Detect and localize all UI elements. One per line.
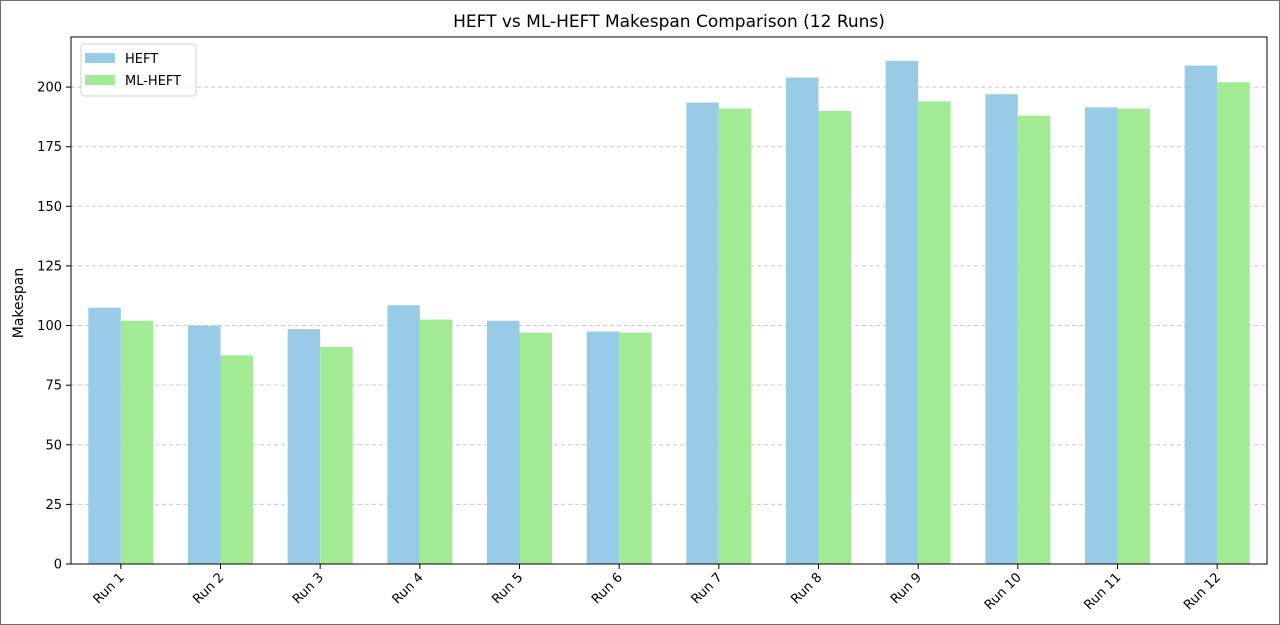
bar-ml-heft bbox=[519, 332, 552, 564]
bar-ml-heft bbox=[419, 319, 453, 564]
y-tick-label: 200 bbox=[37, 81, 62, 96]
bars bbox=[88, 60, 1250, 565]
legend-label: ML-HEFT bbox=[125, 74, 181, 89]
bar-heft bbox=[387, 305, 420, 564]
bar-heft bbox=[1085, 107, 1118, 564]
bar-heft bbox=[885, 60, 919, 564]
legend-label: HEFT bbox=[125, 52, 158, 67]
chart-title: HEFT vs ML-HEFT Makespan Comparison (12 … bbox=[453, 12, 885, 32]
bar-heft bbox=[686, 102, 719, 565]
legend: HEFT ML-HEFT bbox=[80, 43, 197, 97]
y-axis-label: Makespan bbox=[11, 268, 27, 339]
bar-heft bbox=[1184, 65, 1218, 564]
bar-heft bbox=[88, 307, 121, 564]
bar-ml-heft bbox=[220, 355, 253, 564]
bar-ml-heft bbox=[1117, 108, 1150, 565]
bar-heft bbox=[188, 325, 221, 564]
bar-heft bbox=[985, 94, 1018, 564]
bar-heft bbox=[287, 329, 321, 564]
y-axis: 0 25 50 75 100 125 150 175 200 bbox=[37, 81, 71, 573]
bar-ml-heft bbox=[918, 101, 951, 564]
bar-ml-heft bbox=[1217, 82, 1250, 565]
bar-ml-heft bbox=[120, 320, 154, 564]
bar-ml-heft bbox=[818, 110, 851, 564]
bar-ml-heft bbox=[1017, 115, 1051, 564]
legend-swatch bbox=[85, 53, 115, 63]
y-tick-label: 125 bbox=[37, 259, 62, 274]
y-tick-label: 75 bbox=[45, 379, 62, 394]
bar-ml-heft bbox=[718, 108, 752, 565]
bar-heft bbox=[487, 320, 520, 564]
bar-heft bbox=[786, 77, 819, 565]
y-tick-label: 100 bbox=[37, 319, 62, 334]
y-tick-label: 25 bbox=[45, 498, 62, 513]
bar-ml-heft bbox=[619, 332, 652, 564]
bar-ml-heft bbox=[320, 347, 353, 564]
bar-heft bbox=[586, 331, 620, 564]
legend-swatch bbox=[85, 75, 115, 85]
y-tick-label: 0 bbox=[54, 558, 62, 573]
y-tick-label: 175 bbox=[37, 140, 62, 155]
y-tick-label: 50 bbox=[45, 438, 62, 453]
plot-area-frame bbox=[70, 36, 1268, 565]
y-tick-label: 150 bbox=[37, 200, 62, 215]
